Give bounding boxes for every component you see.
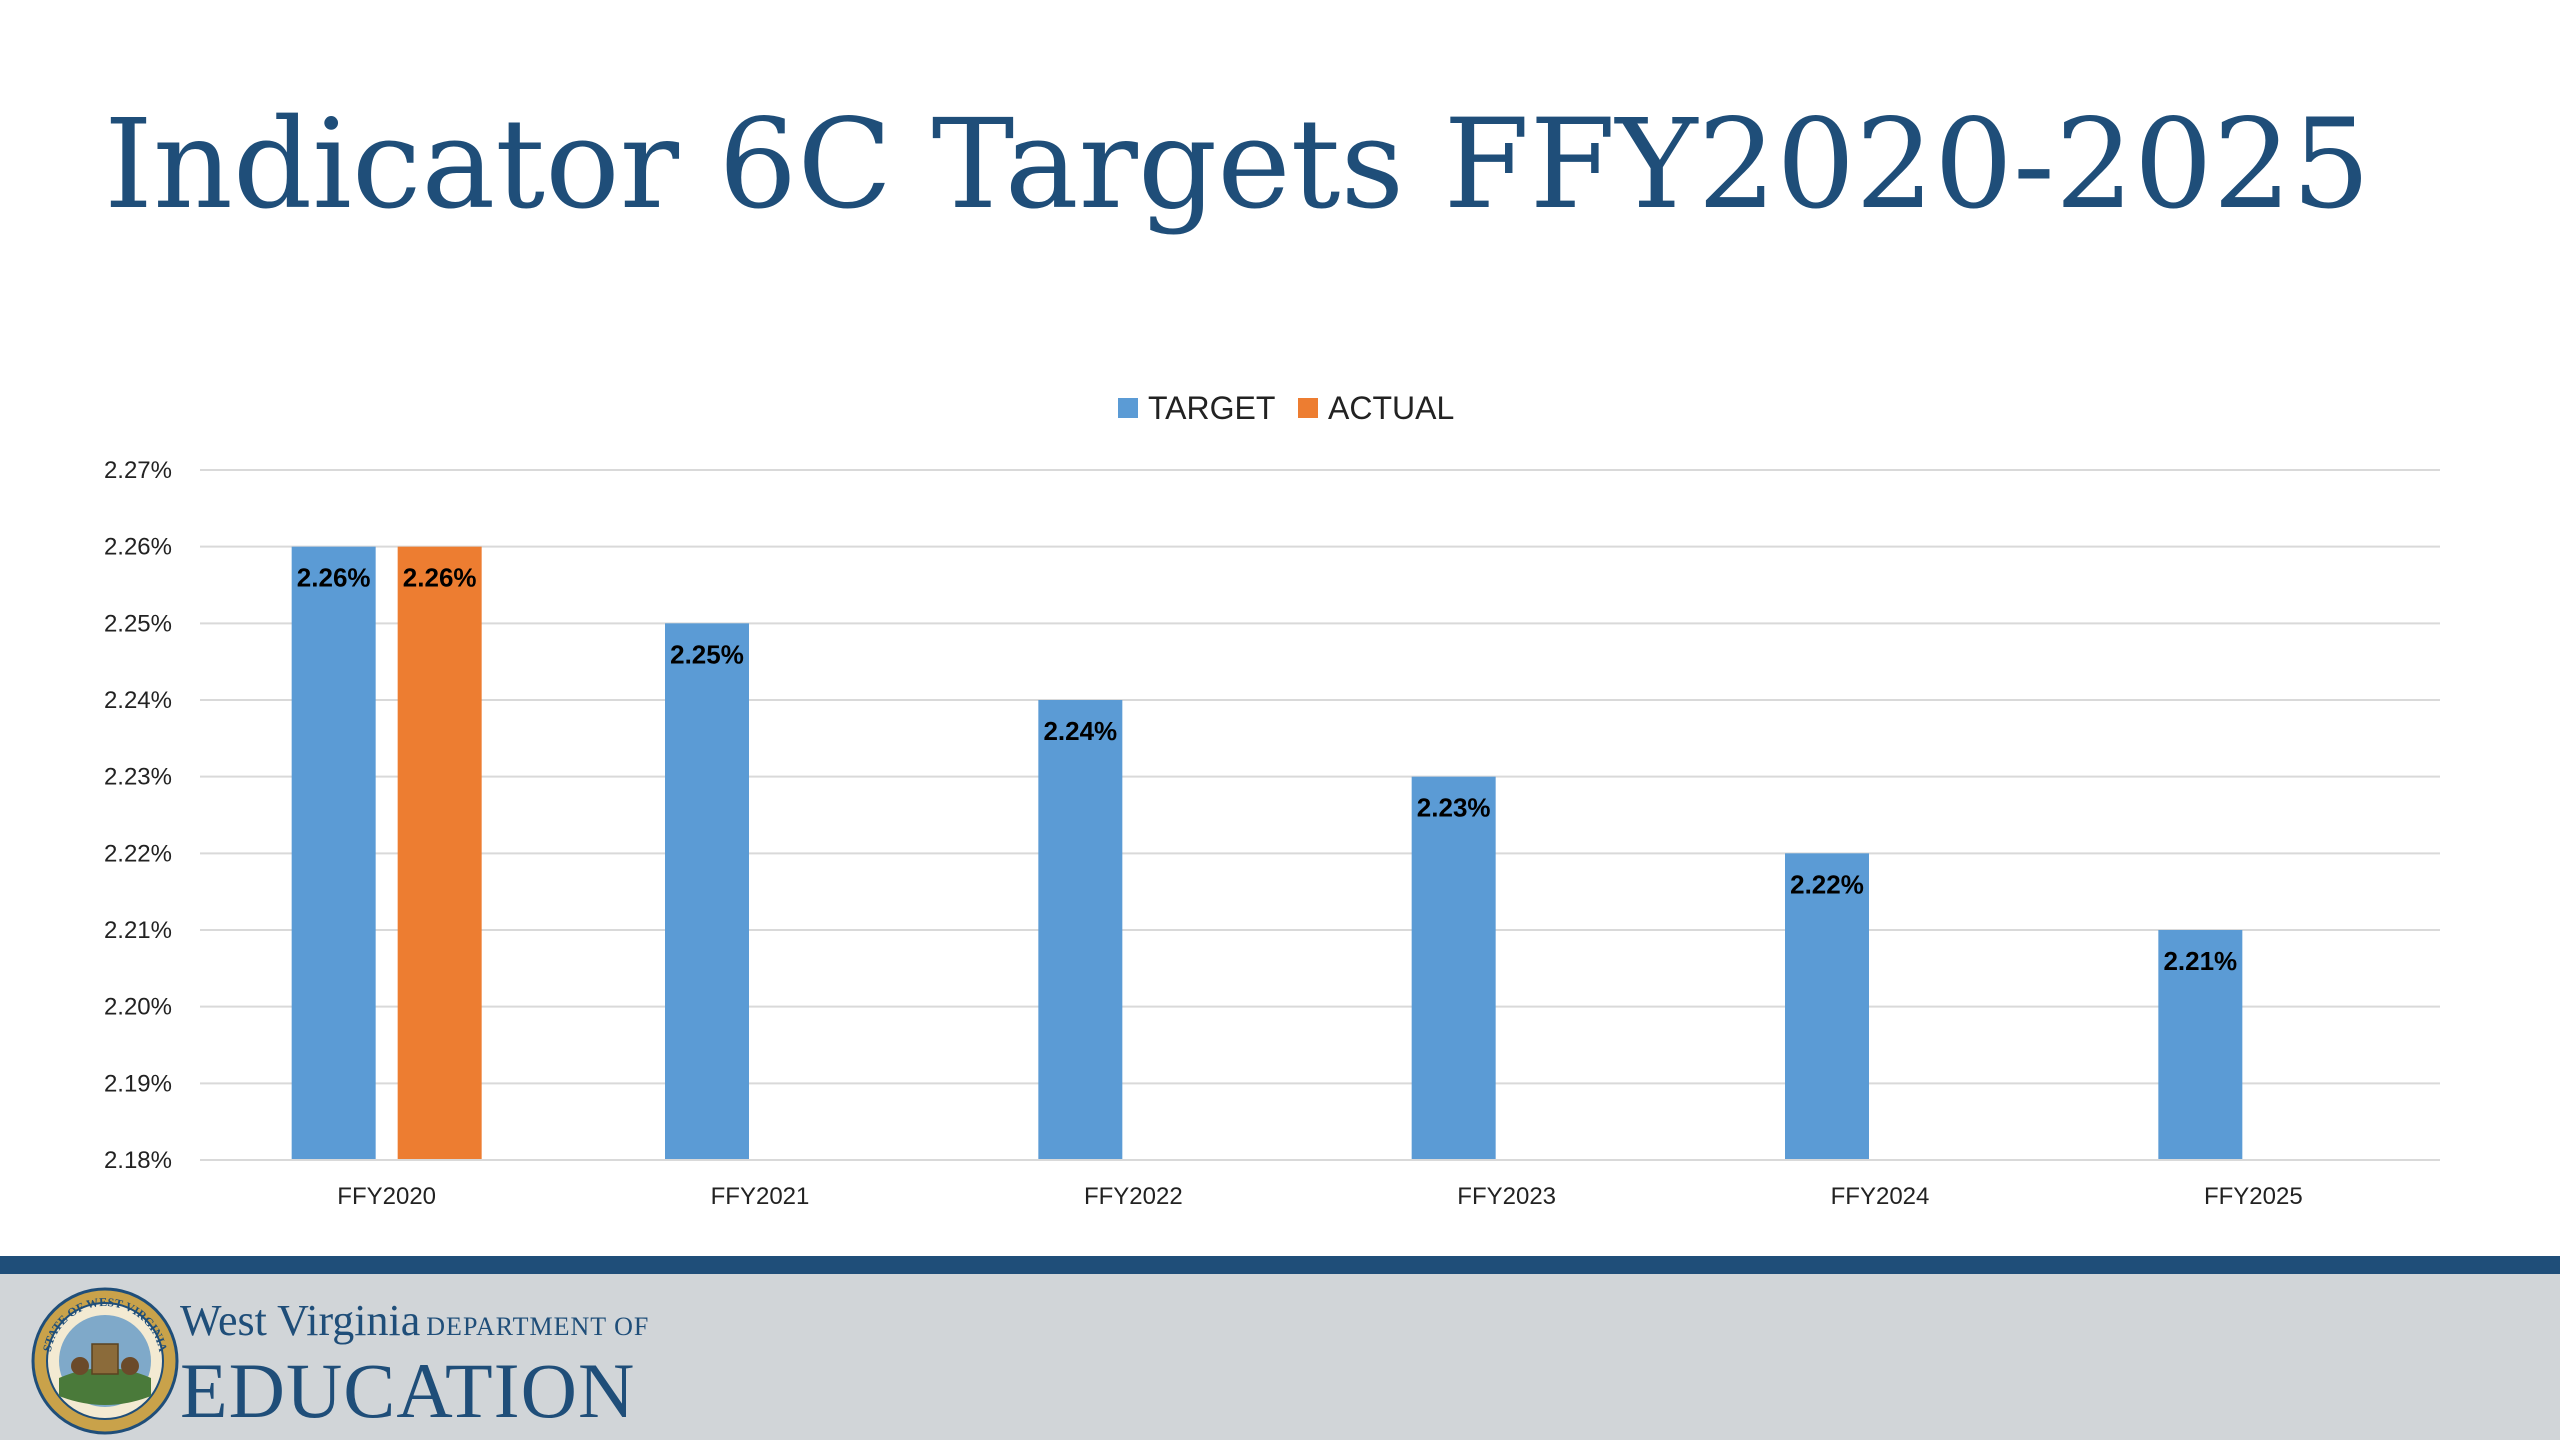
bar-chart: 2.18% 2.19% 2.20% 2.21% 2.22% 2.23% 2.24% 2.25%…	[104, 390, 2440, 1210]
bar	[397, 546, 482, 1160]
x-tick-label: FFY2025	[2204, 1183, 2303, 1210]
data-label: 2.23%	[1417, 793, 1491, 823]
y-tick-label: 2.24%	[104, 687, 172, 714]
bar	[1038, 700, 1123, 1160]
legend-swatch	[1118, 398, 1138, 418]
y-tick-label: 2.19%	[104, 1070, 172, 1097]
data-label: 2.24%	[1043, 716, 1117, 746]
y-tick-label: 2.21%	[104, 917, 172, 944]
y-tick-label: 2.23%	[104, 764, 172, 791]
x-tick-label: FFY2023	[1457, 1183, 1556, 1210]
y-tick-label: 2.26%	[104, 534, 172, 561]
brand-state: West Virginia	[180, 1296, 421, 1345]
bar	[1411, 776, 1496, 1160]
state-seal-logo: STATE OF WEST VIRGINIA	[31, 1287, 179, 1435]
data-label: 2.26%	[403, 563, 477, 593]
page-title: Indicator 6C Targets FFY2020-2025	[104, 93, 2371, 237]
legend-label: TARGET	[1148, 390, 1275, 426]
x-tick-label: FFY2021	[711, 1183, 810, 1210]
y-tick-label: 2.25%	[104, 610, 172, 637]
data-label: 2.26%	[297, 563, 371, 593]
brand-department: DEPARTMENT OF	[426, 1312, 650, 1341]
brand-education: EDUCATION	[180, 1347, 636, 1434]
x-tick-label: FFY2022	[1084, 1183, 1183, 1210]
bar	[2158, 930, 2243, 1160]
bar	[665, 623, 749, 1160]
footer: STATE OF WEST VIRGINIA West Virginia DEPA…	[0, 1274, 2560, 1440]
brand-state-line: West Virginia DEPARTMENT OF	[180, 1296, 649, 1352]
data-label: 2.21%	[2163, 946, 2237, 976]
brand-wordmark: West Virginia DEPARTMENT OF EDUCATION	[180, 1296, 649, 1430]
data-label: 2.22%	[1790, 869, 1864, 899]
y-tick-label: 2.20%	[104, 994, 172, 1021]
legend-label: ACTUAL	[1328, 390, 1454, 426]
y-tick-label: 2.22%	[104, 840, 172, 867]
y-tick-label: 2.18%	[104, 1147, 172, 1174]
footer-divider	[0, 1256, 2560, 1274]
bar	[291, 546, 376, 1160]
data-label: 2.25%	[670, 639, 744, 669]
bar	[1785, 853, 1869, 1160]
x-tick-label: FFY2024	[1831, 1183, 1930, 1210]
x-tick-label: FFY2020	[337, 1183, 436, 1210]
y-tick-label: 2.27%	[104, 457, 172, 484]
legend-swatch	[1298, 398, 1318, 418]
